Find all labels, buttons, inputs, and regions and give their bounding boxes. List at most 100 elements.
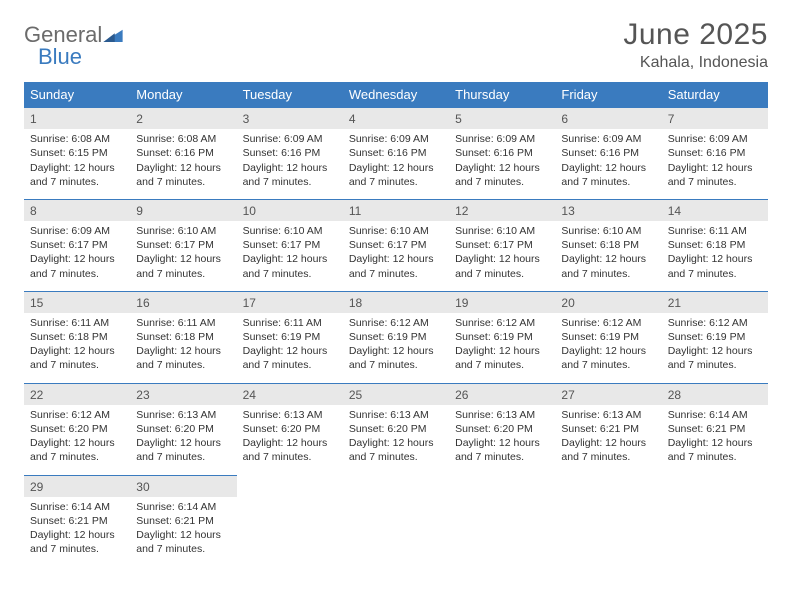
sunrise-line: Sunrise: 6:13 AM bbox=[136, 408, 230, 422]
sunrise-line: Sunrise: 6:08 AM bbox=[136, 132, 230, 146]
day-cell: Sunrise: 6:13 AMSunset: 6:20 PMDaylight:… bbox=[130, 405, 236, 475]
sunrise-line: Sunrise: 6:08 AM bbox=[30, 132, 124, 146]
day-cell: Sunrise: 6:09 AMSunset: 6:17 PMDaylight:… bbox=[24, 221, 130, 291]
weekday-header: Wednesday bbox=[343, 82, 449, 108]
daylight-line: Daylight: 12 hours and 7 minutes. bbox=[349, 252, 443, 280]
sunset-line: Sunset: 6:20 PM bbox=[455, 422, 549, 436]
day-cell: Sunrise: 6:12 AMSunset: 6:19 PMDaylight:… bbox=[343, 313, 449, 383]
daylight-line: Daylight: 12 hours and 7 minutes. bbox=[136, 252, 230, 280]
day-number: 7 bbox=[662, 108, 768, 130]
sunrise-line: Sunrise: 6:09 AM bbox=[30, 224, 124, 238]
day-number: 8 bbox=[24, 199, 130, 221]
sunset-line: Sunset: 6:16 PM bbox=[561, 146, 655, 160]
day-cell: Sunrise: 6:12 AMSunset: 6:20 PMDaylight:… bbox=[24, 405, 130, 475]
day-number: 10 bbox=[237, 199, 343, 221]
day-number: 20 bbox=[555, 291, 661, 313]
day-number: 1 bbox=[24, 108, 130, 130]
daylight-line: Daylight: 12 hours and 7 minutes. bbox=[30, 528, 124, 556]
day-number: 15 bbox=[24, 291, 130, 313]
day-cell: Sunrise: 6:13 AMSunset: 6:20 PMDaylight:… bbox=[237, 405, 343, 475]
day-cell: Sunrise: 6:12 AMSunset: 6:19 PMDaylight:… bbox=[449, 313, 555, 383]
empty-cell bbox=[343, 497, 449, 567]
sunset-line: Sunset: 6:21 PM bbox=[30, 514, 124, 528]
sunrise-line: Sunrise: 6:09 AM bbox=[455, 132, 549, 146]
daylight-line: Daylight: 12 hours and 7 minutes. bbox=[349, 344, 443, 372]
day-number: 5 bbox=[449, 108, 555, 130]
day-cell: Sunrise: 6:08 AMSunset: 6:15 PMDaylight:… bbox=[24, 129, 130, 199]
sunset-line: Sunset: 6:21 PM bbox=[561, 422, 655, 436]
sunrise-line: Sunrise: 6:13 AM bbox=[243, 408, 337, 422]
sunset-line: Sunset: 6:17 PM bbox=[136, 238, 230, 252]
sunset-line: Sunset: 6:17 PM bbox=[455, 238, 549, 252]
daylight-line: Daylight: 12 hours and 7 minutes. bbox=[243, 252, 337, 280]
sunrise-line: Sunrise: 6:14 AM bbox=[136, 500, 230, 514]
daylight-line: Daylight: 12 hours and 7 minutes. bbox=[30, 252, 124, 280]
day-number: 3 bbox=[237, 108, 343, 130]
day-number: 13 bbox=[555, 199, 661, 221]
daylight-line: Daylight: 12 hours and 7 minutes. bbox=[668, 436, 762, 464]
day-cell: Sunrise: 6:13 AMSunset: 6:21 PMDaylight:… bbox=[555, 405, 661, 475]
day-number: 14 bbox=[662, 199, 768, 221]
daylight-line: Daylight: 12 hours and 7 minutes. bbox=[243, 344, 337, 372]
daynum-row: 891011121314 bbox=[24, 199, 768, 221]
day-number: 28 bbox=[662, 383, 768, 405]
sunrise-line: Sunrise: 6:11 AM bbox=[136, 316, 230, 330]
weekday-header: Friday bbox=[555, 82, 661, 108]
day-cell: Sunrise: 6:11 AMSunset: 6:18 PMDaylight:… bbox=[24, 313, 130, 383]
sunset-line: Sunset: 6:20 PM bbox=[243, 422, 337, 436]
sunrise-line: Sunrise: 6:14 AM bbox=[668, 408, 762, 422]
sunrise-line: Sunrise: 6:11 AM bbox=[30, 316, 124, 330]
sunset-line: Sunset: 6:19 PM bbox=[243, 330, 337, 344]
logo-triangle-icon bbox=[103, 24, 123, 46]
sunrise-line: Sunrise: 6:09 AM bbox=[243, 132, 337, 146]
logo: GeneralBlue bbox=[24, 18, 123, 68]
day-number: 29 bbox=[24, 475, 130, 497]
sunrise-line: Sunrise: 6:10 AM bbox=[243, 224, 337, 238]
daylight-line: Daylight: 12 hours and 7 minutes. bbox=[561, 344, 655, 372]
empty-cell bbox=[555, 497, 661, 567]
day-cell: Sunrise: 6:11 AMSunset: 6:18 PMDaylight:… bbox=[662, 221, 768, 291]
header: GeneralBlue June 2025 Kahala, Indonesia bbox=[24, 18, 768, 72]
day-number: 23 bbox=[130, 383, 236, 405]
day-number: 26 bbox=[449, 383, 555, 405]
day-cell: Sunrise: 6:09 AMSunset: 6:16 PMDaylight:… bbox=[449, 129, 555, 199]
day-number: 6 bbox=[555, 108, 661, 130]
daynum-row: 15161718192021 bbox=[24, 291, 768, 313]
daylight-line: Daylight: 12 hours and 7 minutes. bbox=[561, 161, 655, 189]
sunrise-line: Sunrise: 6:12 AM bbox=[561, 316, 655, 330]
sunrise-line: Sunrise: 6:12 AM bbox=[30, 408, 124, 422]
sunset-line: Sunset: 6:18 PM bbox=[136, 330, 230, 344]
daylight-line: Daylight: 12 hours and 7 minutes. bbox=[349, 436, 443, 464]
sunset-line: Sunset: 6:16 PM bbox=[455, 146, 549, 160]
calendar-table: SundayMondayTuesdayWednesdayThursdayFrid… bbox=[24, 82, 768, 566]
content-row: Sunrise: 6:14 AM Sunset: 6:21 PMDaylight:… bbox=[24, 497, 768, 567]
day-number: 16 bbox=[130, 291, 236, 313]
day-cell: Sunrise: 6:12 AMSunset: 6:19 PMDaylight:… bbox=[662, 313, 768, 383]
empty-cell bbox=[449, 497, 555, 567]
day-number: 22 bbox=[24, 383, 130, 405]
day-number: 17 bbox=[237, 291, 343, 313]
sunset-line: Sunset: 6:16 PM bbox=[136, 146, 230, 160]
empty-cell bbox=[237, 475, 343, 497]
day-number: 24 bbox=[237, 383, 343, 405]
sunrise-line: Sunrise: 6:10 AM bbox=[349, 224, 443, 238]
content-row: Sunrise: 6:12 AM Sunset: 6:20 PM Daylight:… bbox=[24, 405, 768, 475]
sunset-line: Sunset: 6:21 PM bbox=[668, 422, 762, 436]
daynum-row: 2930 bbox=[24, 475, 768, 497]
day-cell: Sunrise: 6:13 AMSunset: 6:20 PMDaylight:… bbox=[449, 405, 555, 475]
empty-cell bbox=[662, 475, 768, 497]
daylight-line: Daylight: 12 hours and 7 minutes. bbox=[668, 344, 762, 372]
location-label: Kahala, Indonesia bbox=[623, 54, 768, 72]
day-number: 12 bbox=[449, 199, 555, 221]
day-cell: Sunrise: 6:10 AMSunset: 6:17 PMDaylight:… bbox=[130, 221, 236, 291]
daylight-line: Daylight: 12 hours and 7 minutes. bbox=[136, 161, 230, 189]
weekday-header: Sunday bbox=[24, 82, 130, 108]
daynum-row: 22232425262728 bbox=[24, 383, 768, 405]
empty-cell bbox=[237, 497, 343, 567]
daylight-line: Daylight: 12 hours and 7 minutes. bbox=[561, 252, 655, 280]
sunrise-line: Sunrise: 6:13 AM bbox=[349, 408, 443, 422]
daylight-line: Daylight: 12 hours and 7 minutes. bbox=[455, 344, 549, 372]
logo-word2: Blue bbox=[24, 44, 82, 69]
day-cell: Sunrise: 6:11 AMSunset: 6:19 PMDaylight:… bbox=[237, 313, 343, 383]
day-cell: Sunrise: 6:12 AMSunset: 6:19 PMDaylight:… bbox=[555, 313, 661, 383]
